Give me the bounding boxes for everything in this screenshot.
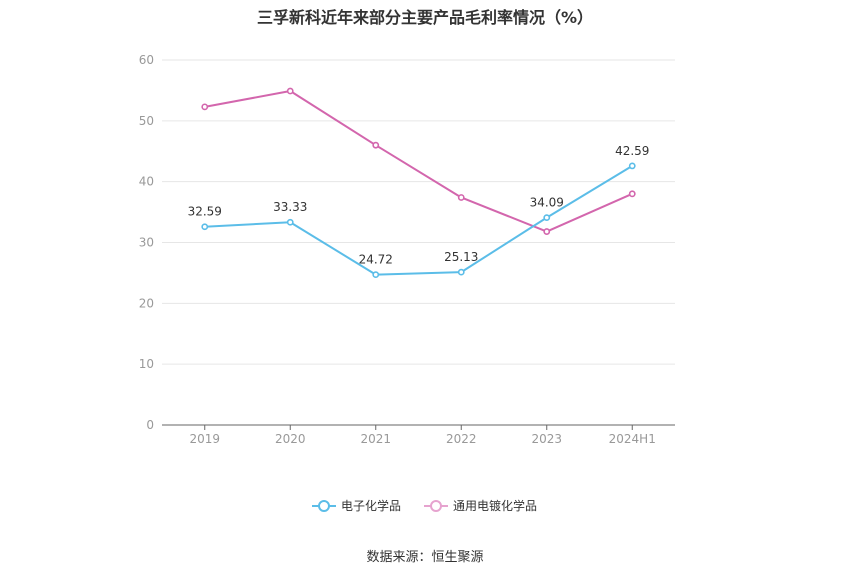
- x-tick-label: 2022: [446, 432, 477, 446]
- data-labels: 32.59 33.33 24.72 25.13 34.09 42.59: [188, 144, 650, 267]
- series-line-0: [204, 165, 633, 276]
- legend-item-1[interactable]: 通用电镀化学品: [424, 498, 537, 513]
- x-tick-label: 2024H1: [609, 432, 656, 446]
- x-tick-label: 2021: [360, 432, 391, 446]
- data-label: 32.59: [188, 205, 222, 219]
- legend[interactable]: 电子化学品 通用电镀化学品: [312, 498, 537, 513]
- legend-marker: [318, 500, 330, 512]
- data-point[interactable]: [543, 228, 551, 235]
- data-label: 25.13: [444, 250, 478, 264]
- legend-label: 通用电镀化学品: [453, 498, 537, 513]
- data-point[interactable]: [201, 103, 209, 111]
- data-label: 24.72: [359, 253, 393, 267]
- y-tick-label: 10: [139, 357, 154, 371]
- data-point[interactable]: [372, 271, 380, 279]
- source-note: 数据来源：恒生聚源: [366, 550, 484, 565]
- data-label: 42.59: [615, 144, 649, 158]
- y-tick-label: 50: [139, 114, 154, 128]
- axes: 0 10 20 30 40 50 60 2019 2020 2021 2022 2023 2024H1: [139, 53, 675, 446]
- data-point[interactable]: [628, 162, 636, 170]
- y-tick-label: 0: [146, 418, 154, 432]
- data-point[interactable]: [286, 87, 294, 95]
- x-tick-label: 2020: [275, 432, 306, 446]
- x-tick-label: 2019: [189, 432, 220, 446]
- grid-lines: [162, 59, 675, 365]
- data-label: 34.09: [530, 196, 564, 210]
- legend-marker: [430, 500, 442, 512]
- series-line-1: [204, 90, 633, 233]
- legend-item-0[interactable]: 电子化学品: [312, 498, 401, 513]
- series-lines: [201, 87, 636, 279]
- y-tick-label: 60: [139, 53, 154, 67]
- data-point[interactable]: [457, 268, 465, 276]
- data-point[interactable]: [628, 190, 636, 198]
- data-point[interactable]: [286, 218, 294, 226]
- data-point[interactable]: [201, 223, 209, 231]
- y-tick-label: 20: [139, 296, 154, 310]
- chart-title: 三孚新科近年来部分主要产品毛利率情况（%）: [256, 8, 594, 27]
- y-tick-label: 30: [139, 236, 154, 250]
- data-point[interactable]: [457, 194, 465, 201]
- data-label: 33.33: [273, 200, 307, 214]
- legend-label: 电子化学品: [341, 498, 401, 513]
- data-point[interactable]: [372, 141, 380, 149]
- data-point[interactable]: [543, 214, 551, 222]
- y-tick-label: 40: [139, 175, 154, 189]
- x-tick-label: 2023: [531, 432, 562, 446]
